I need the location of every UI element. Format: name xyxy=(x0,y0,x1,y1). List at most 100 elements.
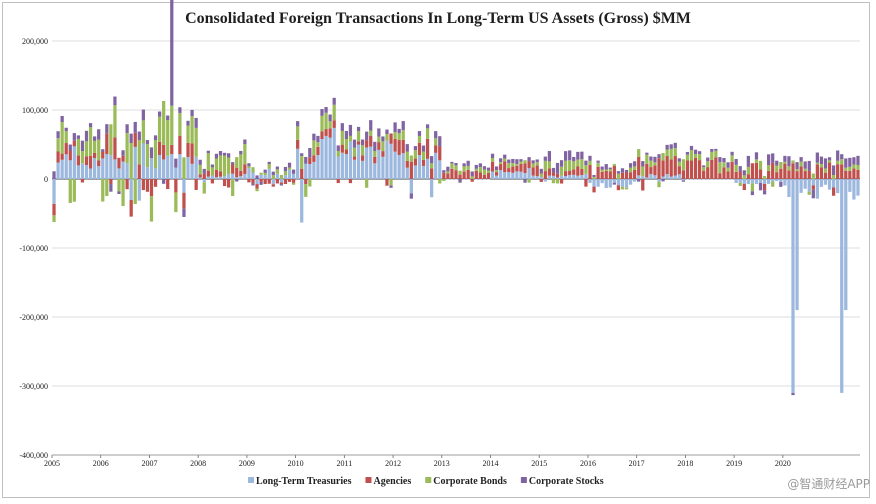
bar-corp_stocks xyxy=(389,185,393,188)
bar-corp_stocks xyxy=(499,158,503,163)
bar-agencies xyxy=(279,182,284,185)
bar-agencies xyxy=(417,142,422,156)
bar-corp_stocks xyxy=(710,148,714,152)
bar-corp_bonds xyxy=(681,159,686,171)
bar-treasuries xyxy=(397,154,401,179)
bar-corp_stocks xyxy=(60,115,64,123)
bar-corp_bonds xyxy=(263,172,267,176)
bar-corp_stocks xyxy=(275,166,279,170)
bar-corp_bonds xyxy=(807,191,811,195)
bar-agencies xyxy=(381,151,385,157)
bar-corp_bonds xyxy=(275,169,279,174)
bar-treasuries xyxy=(494,175,499,179)
bar-corp_bonds xyxy=(417,135,422,143)
bar-agencies xyxy=(434,145,438,153)
bar-corp_bonds xyxy=(365,179,369,188)
bar-agencies xyxy=(312,155,316,162)
bar-corp_stocks xyxy=(478,163,482,168)
bar-agencies xyxy=(255,184,259,189)
bar-corp_bonds xyxy=(458,170,462,175)
bar-corp_bonds xyxy=(641,166,645,177)
bar-corp_stocks xyxy=(247,163,251,167)
bar-corp_bonds xyxy=(844,167,848,171)
bar-corp_stocks xyxy=(718,157,722,163)
bar-corp_stocks xyxy=(369,120,373,131)
bar-corp_bonds xyxy=(283,171,288,176)
bar-agencies xyxy=(645,163,649,178)
bar-agencies xyxy=(604,170,608,179)
bar-agencies xyxy=(714,157,718,179)
bar-corp_stocks xyxy=(750,191,755,196)
bar-treasuries xyxy=(255,179,259,185)
bar-treasuries xyxy=(109,155,113,179)
bar-agencies xyxy=(592,186,596,193)
bar-corp_bonds xyxy=(348,135,353,142)
bar-treasuries xyxy=(750,179,755,184)
bar-corp_bonds xyxy=(852,164,856,169)
bar-agencies xyxy=(641,179,645,191)
bar-treasuries xyxy=(503,172,507,179)
bar-corp_stocks xyxy=(535,159,539,163)
bar-treasuries xyxy=(616,179,621,186)
bar-corp_bonds xyxy=(779,162,783,169)
bar-corp_stocks xyxy=(438,136,442,147)
bar-agencies xyxy=(271,184,275,187)
bar-corp_stocks xyxy=(612,182,616,185)
bar-corp_bonds xyxy=(178,112,182,136)
bar-corp_stocks xyxy=(450,161,454,164)
bar-corp_stocks xyxy=(803,161,807,169)
bar-agencies xyxy=(702,170,706,179)
bar-treasuries xyxy=(527,168,531,179)
bar-corp_bonds xyxy=(559,166,564,176)
bar-agencies xyxy=(222,179,227,187)
bar-agencies xyxy=(706,167,710,179)
bar-corp_stocks xyxy=(320,109,324,116)
bar-agencies xyxy=(206,170,210,177)
bar-treasuries xyxy=(706,179,710,180)
bar-agencies xyxy=(360,155,365,161)
bar-treasuries xyxy=(64,154,68,179)
bar-treasuries xyxy=(186,156,190,179)
bar-corp_bonds xyxy=(352,147,357,157)
bar-corp_stocks xyxy=(616,171,621,174)
bar-corp_stocks xyxy=(101,149,105,152)
bar-corp_bonds xyxy=(300,156,304,169)
bar-corp_stocks xyxy=(645,152,649,155)
bar-agencies xyxy=(795,171,799,179)
bar-treasuries xyxy=(369,146,373,179)
bar-corp_stocks xyxy=(572,156,576,162)
bar-agencies xyxy=(409,161,413,179)
bar-corp_bonds xyxy=(226,157,231,174)
bar-agencies xyxy=(202,173,206,179)
bar-corp_bonds xyxy=(308,179,312,187)
bar-treasuries xyxy=(653,175,657,179)
bar-corp_bonds xyxy=(848,166,852,171)
bar-corp_bonds xyxy=(198,164,202,175)
bar-corp_stocks xyxy=(340,123,344,131)
bar-agencies xyxy=(308,157,312,165)
x-axis-ticks: 2005 2006 2007 2008 2009 2010 2011 2012 2013 2014… xyxy=(44,454,860,468)
bar-treasuries xyxy=(547,175,552,179)
bar-corp_stocks xyxy=(129,133,133,144)
y-tick-label: 100,000 xyxy=(22,106,48,115)
bar-corp_bonds xyxy=(722,162,726,168)
bar-corp_stocks xyxy=(202,168,206,174)
bar-agencies xyxy=(97,160,101,167)
bar-corp_bonds xyxy=(665,149,669,157)
bar-agencies xyxy=(137,164,141,179)
bar-treasuries xyxy=(421,165,426,179)
bar-agencies xyxy=(430,168,434,179)
bar-corp_bonds xyxy=(312,140,316,156)
bar-agencies xyxy=(446,173,450,179)
bar-treasuries xyxy=(840,179,844,393)
bar-corp_bonds xyxy=(76,138,81,156)
bar-treasuries xyxy=(101,158,105,179)
bar-corp_stocks xyxy=(604,164,608,170)
bar-corp_bonds xyxy=(702,167,706,171)
bar-treasuries xyxy=(425,158,430,179)
bar-corp_stocks xyxy=(446,166,450,172)
bar-corp_stocks xyxy=(56,131,60,139)
bar-agencies xyxy=(153,179,158,187)
bar-agencies xyxy=(677,166,681,175)
bar-treasuries xyxy=(852,179,856,200)
